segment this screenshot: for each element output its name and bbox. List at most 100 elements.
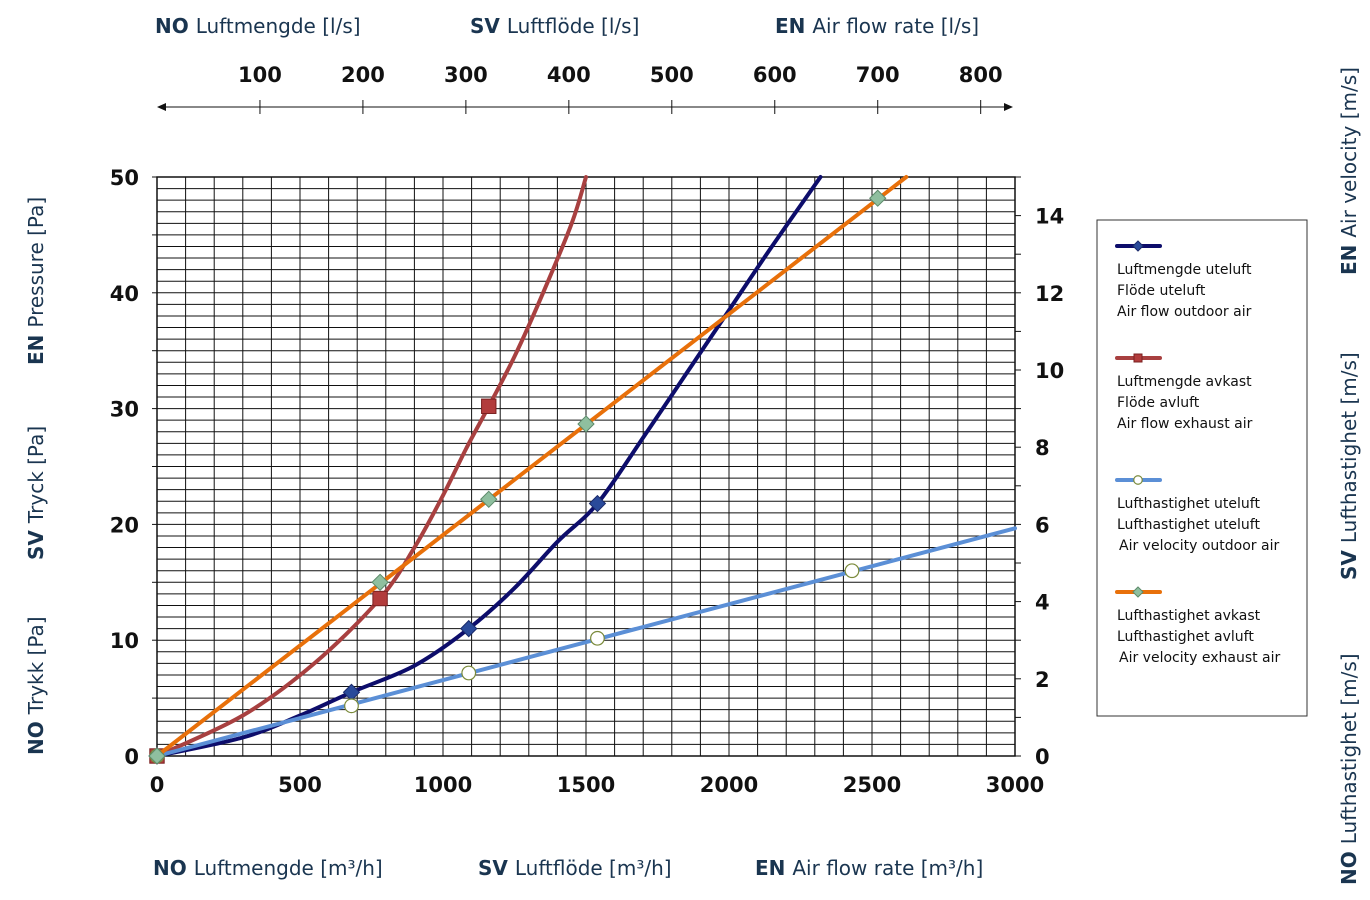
left-axis-unit-label: EN Pressure [Pa] [24,197,48,365]
lang-code: NO [155,14,196,38]
series-group [148,175,1017,765]
legend-label: Flöde avluft [1117,395,1200,411]
x-tick-label: 500 [278,773,322,797]
lang-code: EN [775,14,812,38]
right-axis-unit-labels: NO Lufthastighet [m/s]SV Lufthastighet [… [1337,67,1361,885]
x-tick-label: 1500 [557,773,615,797]
series-marker [461,665,477,681]
lang-code: SV [478,856,515,880]
y-tick-label: 30 [110,398,139,422]
series-line [155,526,1017,758]
series-marker [460,619,478,638]
legend-label: Air velocity exhaust air [1119,650,1281,666]
series-line [155,175,909,758]
unit-text: Trykk [Pa] [24,616,48,715]
grid [152,176,1021,757]
legend-box [1096,219,1308,717]
y-tick-label: 10 [110,629,139,653]
x-tick-label: 3000 [986,773,1044,797]
top-tick-label: 200 [341,63,385,87]
left-axis-unit-labels: NO Trykk [Pa] SV Tryck [Pa] EN Pressure [P… [24,197,48,755]
legend-label: Lufthastighet avkast [1117,608,1261,624]
top-tick-label: 300 [444,63,488,87]
y-tick-label: 40 [110,282,139,306]
top-tick-label: 100 [238,63,282,87]
series-marker [371,573,389,592]
legend-label: Air velocity outdoor air [1119,538,1279,554]
x-tick-label: 2000 [700,773,758,797]
legend-marker [1133,353,1143,363]
lang-code: SV [470,14,507,38]
legend-label: Lufthastighet avluft [1117,629,1254,645]
legend-label: Luftmengde avkast [1117,374,1252,390]
series-4 [148,175,909,765]
y2-tick-label: 0 [1035,745,1050,769]
y2-tick-label: 4 [1035,591,1050,615]
y2-tick-label: 6 [1035,513,1050,537]
unit-text: Tryck [Pa] [24,426,48,524]
legend-entry-1: Luftmengde uteluft Flöde uteluft Air flow … [1115,240,1252,320]
top-axis-arrow-left [157,103,166,111]
lang-code: SV [24,523,48,560]
top-axis-unit-label: EN Air flow rate [l/s] [775,14,979,38]
y-tick-label: 50 [110,166,139,190]
legend: Luftmengde uteluft Flöde uteluft Air flow … [1096,219,1308,717]
series-marker [844,563,860,579]
series-marker [481,398,497,414]
unit-text: Pressure [Pa] [24,197,48,328]
series-marker [372,590,388,607]
legend-label: Lufthastighet uteluft [1117,496,1260,512]
legend-label: Luftmengde uteluft [1117,262,1252,278]
legend-label: Air flow outdoor air [1117,304,1252,320]
top-axis: 100 200 300 400 500 600 700 800 [157,63,1013,114]
y2-tick-label: 8 [1035,436,1050,460]
bottom-axis-unit-label: EN Air flow rate [m³/h] [755,856,983,880]
bottom-axis-unit-label: NO Luftmengde [m³/h] [153,856,383,880]
series-marker [588,494,607,513]
legend-label: Lufthastighet uteluft [1117,517,1260,533]
legend-entry-3: Lufthastighet uteluft Lufthastighet utelu… [1115,475,1279,554]
lang-code: SV [1337,543,1361,580]
y2-tick-label: 10 [1035,359,1064,383]
top-axis-unit-label: NO Luftmengde [l/s] [155,14,361,38]
top-axis-unit-label: SV Luftflöde [l/s] [470,14,639,38]
legend-marker [1132,240,1144,252]
top-tick-label: 700 [856,63,900,87]
x-tick-label: 2500 [843,773,901,797]
legend-label: Flöde uteluft [1117,283,1206,299]
unit-text: Lufthastighet [m/s] [1337,653,1361,844]
series-marker [577,415,595,433]
series-marker [480,490,498,509]
lang-code: EN [24,328,48,365]
unit-text: Lufthastighet [m/s] [1337,352,1361,543]
y2-tick-label: 2 [1035,668,1050,692]
unit-text: Luftflöde [l/s] [507,14,640,38]
lang-code: NO [1337,844,1361,885]
x-tick-label: 0 [150,773,165,797]
bottom-axis-unit-label: SV Luftflöde [m³/h] [478,856,672,880]
top-tick-label: 600 [753,63,797,87]
top-tick-label: 400 [547,63,591,87]
series-marker [148,747,166,765]
right-axis-unit-label: NO Lufthastighet [m/s] [1337,653,1361,885]
series-marker [869,189,887,207]
legend-entry-4: Lufthastighet avkast Lufthastighet avluft… [1115,586,1281,666]
unit-text: Air flow rate [m³/h] [792,856,983,880]
series-line [155,175,823,758]
axis-labels: NO Luftmengde [l/s] SV Luftflöde [l/s] EN … [24,14,1361,885]
top-axis-arrow-right [1004,103,1013,111]
y2-tick-label: 14 [1035,205,1064,229]
left-axis-unit-label: NO Trykk [Pa] [24,616,48,755]
unit-text: Air velocity [m/s] [1337,67,1361,238]
unit-text: Luftflöde [m³/h] [515,856,672,880]
right-axis-unit-label: SV Lufthastighet [m/s] [1337,352,1361,580]
legend-entry-2: Luftmengde avkast Flöde avluft Air flow ex… [1115,353,1253,432]
legend-marker [1132,586,1144,598]
legend-label: Air flow exhaust air [1117,416,1253,432]
tick-labels: 0 500 1000 1500 2000 2500 30000102030405002468… [110,166,1064,797]
series-marker [590,630,605,646]
y2-tick-label: 12 [1035,282,1064,306]
series-line [155,175,588,758]
